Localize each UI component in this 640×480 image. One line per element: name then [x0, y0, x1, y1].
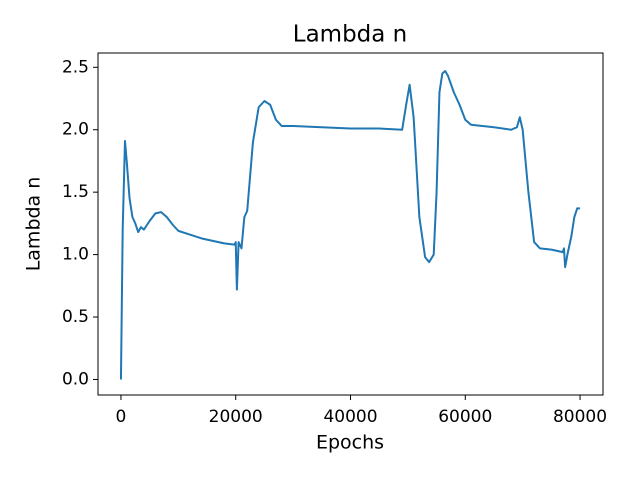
y-tick-label: 1.0 — [62, 245, 89, 265]
y-axis-label: Lambda n — [23, 177, 45, 272]
x-tick-label: 40000 — [323, 407, 377, 427]
line-series — [119, 70, 581, 380]
y-tick-label: 2.0 — [62, 120, 89, 140]
x-tick-label: 60000 — [438, 407, 492, 427]
y-tick-label: 0.0 — [62, 369, 89, 389]
plot-frame — [97, 52, 604, 396]
y-tick-label: 1.5 — [62, 182, 89, 202]
chart-title: Lambda n — [293, 22, 408, 48]
x-tick-label: 0 — [116, 407, 127, 427]
y-tick-label: 0.5 — [62, 307, 89, 327]
x-axis-label: Epochs — [316, 432, 384, 454]
x-tick-label: 20000 — [209, 407, 263, 427]
y-tick-label: 2.5 — [62, 57, 89, 77]
x-tick-label: 80000 — [553, 407, 607, 427]
